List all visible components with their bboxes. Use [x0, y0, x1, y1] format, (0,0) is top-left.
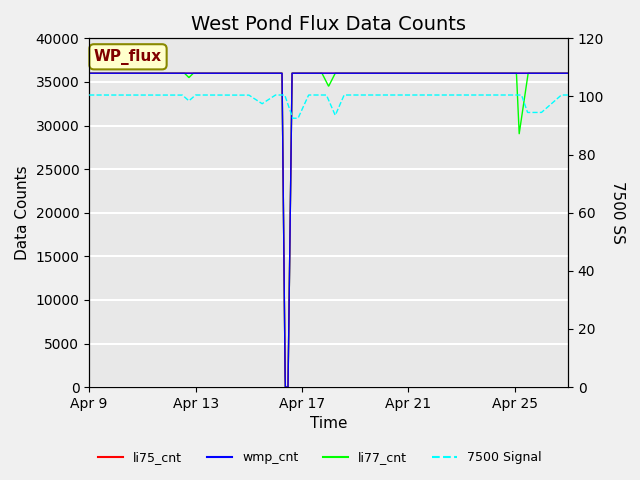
Legend: li75_cnt, wmp_cnt, li77_cnt, 7500 Signal: li75_cnt, wmp_cnt, li77_cnt, 7500 Signal — [93, 446, 547, 469]
X-axis label: Time: Time — [310, 417, 348, 432]
Title: West Pond Flux Data Counts: West Pond Flux Data Counts — [191, 15, 466, 34]
Y-axis label: 7500 SS: 7500 SS — [610, 181, 625, 244]
Y-axis label: Data Counts: Data Counts — [15, 166, 30, 260]
Text: WP_flux: WP_flux — [94, 49, 162, 65]
